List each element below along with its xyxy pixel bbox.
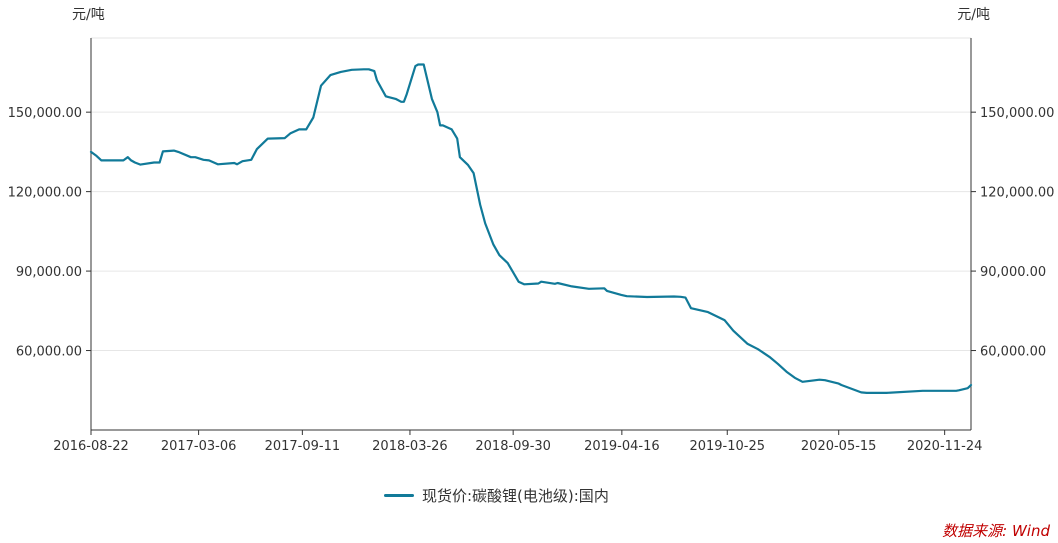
x-tick-label: 2016-08-22 bbox=[53, 439, 129, 454]
x-tick-label: 2018-09-30 bbox=[475, 439, 551, 454]
x-tick-label: 2020-11-24 bbox=[907, 439, 983, 454]
series-lines bbox=[89, 63, 973, 394]
y-tick-label-left: 60,000.00 bbox=[16, 345, 82, 360]
y-tick-label-right: 60,000.00 bbox=[980, 345, 1046, 360]
x-axis-ticks: 2016-08-22 2017-03-06 2017-09-11 2018-03-26… bbox=[53, 430, 982, 454]
y-axis-right-ticks: 60,000.00 90,000.00 120,000.00 150,000.00 bbox=[971, 106, 1054, 360]
x-tick-label: 2017-09-11 bbox=[265, 439, 341, 454]
y-tick-label-left: 120,000.00 bbox=[8, 186, 82, 201]
x-tick-label: 2020-05-15 bbox=[801, 439, 877, 454]
grid-lines bbox=[91, 37, 971, 352]
y-tick-label-right: 150,000.00 bbox=[980, 106, 1054, 121]
legend-swatch bbox=[384, 493, 414, 497]
y-tick-label-left: 150,000.00 bbox=[8, 106, 82, 121]
x-tick-label: 2017-03-06 bbox=[161, 439, 237, 454]
x-tick-label: 2019-10-25 bbox=[689, 439, 765, 454]
y-axis-left-ticks: 60,000.00 90,000.00 120,000.00 150,000.00 bbox=[8, 106, 91, 360]
y-tick-label-right: 90,000.00 bbox=[980, 265, 1046, 280]
x-tick-label: 2019-04-16 bbox=[584, 439, 660, 454]
y-tick-label-right: 120,000.00 bbox=[980, 186, 1054, 201]
axes bbox=[90, 38, 972, 431]
y-tick-label-left: 90,000.00 bbox=[16, 265, 82, 280]
y-axis-left-unit: 元/吨 bbox=[72, 7, 105, 23]
legend[interactable]: 现货价:碳酸锂(电池级):国内 bbox=[384, 484, 609, 506]
y-axis-right-unit: 元/吨 bbox=[957, 7, 990, 23]
series-line-0 bbox=[89, 63, 973, 394]
source-label: 数据来源: Wind bbox=[942, 522, 1050, 540]
legend-label: 现货价:碳酸锂(电池级):国内 bbox=[422, 486, 609, 505]
x-tick-label: 2018-03-26 bbox=[372, 439, 448, 454]
